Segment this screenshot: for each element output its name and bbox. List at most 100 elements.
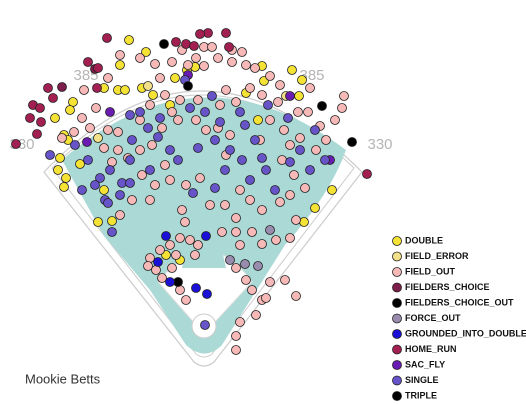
legend-label: FIELDERS_CHOICE_OUT [405, 297, 514, 307]
point [235, 240, 245, 250]
point [161, 231, 171, 241]
point [125, 110, 135, 120]
legend-marker [392, 282, 402, 293]
point [257, 239, 267, 249]
point [113, 127, 123, 137]
point [183, 81, 193, 91]
infield-grass [182, 250, 226, 268]
point [180, 217, 190, 227]
point [231, 227, 241, 237]
point [295, 145, 305, 155]
point [207, 91, 217, 101]
point [93, 133, 103, 143]
point [167, 107, 177, 117]
point [257, 205, 267, 215]
point [257, 90, 267, 100]
legend-marker [392, 267, 402, 277]
point [25, 113, 35, 123]
point [257, 153, 267, 163]
point [337, 103, 347, 113]
point [330, 115, 340, 125]
legend-marker [392, 329, 402, 339]
point [201, 125, 211, 135]
legend-label: FIELDERS_CHOICE [405, 282, 490, 292]
point [171, 37, 181, 47]
point [145, 165, 155, 175]
point [190, 250, 200, 260]
point [362, 169, 372, 179]
point [227, 57, 237, 67]
point [105, 165, 115, 175]
point [285, 157, 295, 167]
point [115, 60, 125, 70]
point [241, 60, 251, 70]
point [195, 29, 205, 39]
point [253, 261, 263, 271]
point [159, 39, 169, 49]
point [82, 137, 92, 147]
point [261, 165, 271, 175]
legend-label: HOME_RUN [405, 344, 457, 354]
point [165, 145, 175, 155]
point [153, 132, 163, 142]
point [145, 100, 155, 110]
point [191, 115, 201, 125]
point [347, 137, 357, 147]
legend-marker [392, 236, 402, 246]
point [181, 295, 191, 305]
point [115, 190, 125, 200]
point [285, 140, 295, 150]
point [185, 103, 195, 113]
point [102, 33, 112, 43]
legend-marker [392, 251, 402, 262]
point [245, 175, 255, 185]
point [261, 293, 271, 303]
point [135, 53, 145, 63]
point [135, 145, 145, 155]
legend-label: FIELD_ERROR [405, 251, 469, 261]
point [193, 143, 203, 153]
point [92, 83, 102, 93]
point [147, 140, 157, 150]
point [70, 140, 80, 150]
point [124, 35, 134, 45]
point [231, 213, 241, 223]
point [48, 93, 58, 103]
point [69, 127, 79, 137]
legend-marker [392, 360, 402, 370]
point [213, 53, 223, 63]
point [165, 277, 175, 287]
point [91, 103, 101, 113]
point [11, 139, 21, 149]
point [279, 125, 289, 135]
point [220, 200, 230, 210]
point [237, 47, 247, 57]
legend-marker [392, 344, 402, 355]
point [93, 217, 103, 227]
point [103, 198, 113, 208]
point [171, 250, 181, 260]
point [105, 107, 115, 117]
point [137, 170, 147, 180]
point [115, 50, 125, 60]
point [305, 83, 315, 93]
point [53, 165, 63, 175]
point [145, 195, 155, 205]
point [310, 125, 320, 135]
point [287, 65, 297, 75]
point [83, 57, 93, 67]
point [285, 91, 295, 101]
point [283, 113, 293, 123]
legend-marker [392, 298, 402, 308]
point [175, 233, 185, 243]
point [32, 129, 42, 139]
legend-marker [392, 391, 402, 401]
legend-label: FORCE_OUT [405, 313, 461, 323]
point [310, 203, 320, 213]
point [205, 200, 215, 210]
point [231, 97, 241, 107]
point [99, 143, 109, 153]
point [225, 145, 235, 155]
point [75, 159, 85, 169]
point [167, 57, 177, 67]
